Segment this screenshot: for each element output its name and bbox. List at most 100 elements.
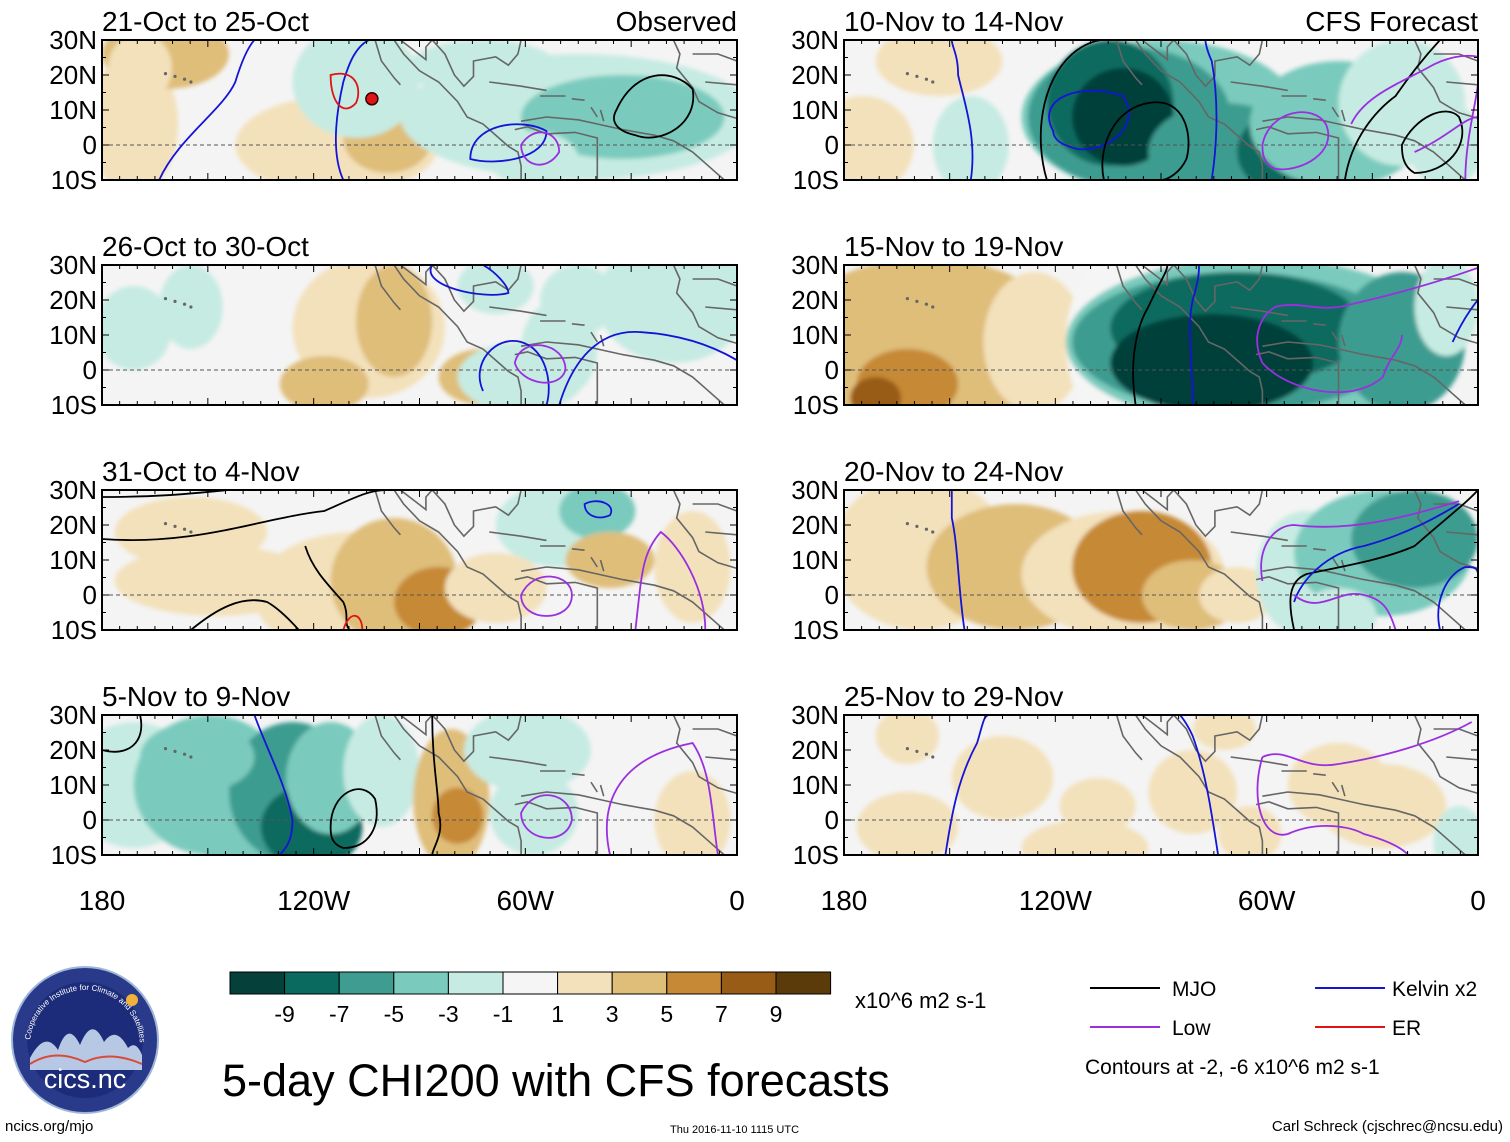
mjo-contour: [1039, 40, 1104, 180]
colorbar-swatch: [284, 971, 340, 995]
panel-title: 15-Nov to 19-Nov: [844, 231, 1063, 262]
anomaly-patch: [343, 715, 420, 827]
legend-low-label: Low: [1172, 1017, 1211, 1040]
anomaly-patch: [951, 736, 1054, 820]
anomaly-patch: [356, 265, 433, 377]
legend-er-label: ER: [1392, 1017, 1421, 1040]
colorbar-label: -1: [493, 1001, 513, 1027]
mjo-contour: [1101, 101, 1190, 180]
anomaly-patch: [1148, 750, 1238, 834]
panel-source-label: Observed: [616, 6, 737, 37]
y-tick-label: 10S: [51, 840, 97, 870]
y-tick-label: 30N: [791, 700, 839, 730]
low-contour: [520, 794, 573, 839]
y-tick-label: 30N: [791, 475, 839, 505]
panel-title: 25-Nov to 29-Nov: [844, 681, 1063, 712]
low-contour: [1256, 756, 1409, 855]
mjo-contour: [1132, 265, 1169, 405]
mjo-contour: [102, 490, 388, 541]
y-tick-label: 20N: [791, 285, 839, 315]
colorbar-label: 3: [606, 1001, 619, 1027]
kelvin-contour: [1189, 265, 1200, 405]
anomaly-patch: [521, 75, 725, 159]
anomaly-patch: [597, 265, 737, 363]
anomaly-patch: [1433, 806, 1478, 855]
y-tick-label: 0: [825, 580, 839, 610]
anomaly-patch: [1072, 68, 1174, 166]
y-tick-label: 20N: [49, 510, 97, 540]
kelvin-contour: [583, 500, 613, 519]
colorbar-swatch: [502, 971, 559, 995]
y-tick-label: 20N: [49, 735, 97, 765]
anomaly-patch: [1218, 806, 1282, 855]
coastlines: [905, 40, 1478, 180]
coastlines: [163, 715, 737, 855]
anomaly-patch: [565, 532, 655, 588]
low-contour: [1262, 721, 1473, 767]
y-tick-label: 10S: [793, 840, 839, 870]
kelvin-contour: [1437, 566, 1478, 630]
colorbar-swatch: [666, 971, 722, 995]
colorbar-swatch: [447, 971, 504, 995]
anomaly-patch: [654, 511, 731, 623]
y-tick-label: 30N: [49, 475, 97, 505]
cics-logo: Cooperative Institute for Climate and Sa…: [11, 966, 159, 1114]
anomaly-patch: [463, 715, 591, 792]
colorbar-label: -7: [329, 1001, 349, 1027]
kelvin-contour: [1293, 503, 1460, 603]
low-contour: [520, 131, 561, 166]
coastlines: [163, 265, 737, 405]
coastlines: [905, 265, 1478, 405]
kelvin-contour: [1048, 89, 1130, 151]
logo-text: cics.nc: [44, 1064, 127, 1094]
low-contour: [1256, 266, 1478, 364]
y-tick-label: 10N: [791, 95, 839, 125]
mjo-contour: [329, 788, 378, 849]
low-contour: [513, 344, 567, 384]
anomaly-patch: [654, 771, 731, 855]
anomaly-patch: [108, 40, 172, 103]
legend-kelvin-label: Kelvin x2: [1392, 978, 1477, 1001]
panel-source-label: CFS Forecast: [1305, 6, 1478, 37]
colorbar-label: -9: [274, 1001, 294, 1027]
colorbar-swatch: [720, 971, 777, 995]
anomaly-patch: [489, 771, 579, 855]
low-contour: [1293, 592, 1397, 630]
y-tick-label: 20N: [791, 735, 839, 765]
anomaly-patch: [1414, 265, 1478, 356]
y-tick-label: 10N: [49, 320, 97, 350]
low-contour: [606, 741, 719, 855]
anomaly-patch: [850, 377, 902, 405]
y-tick-label: 10N: [791, 545, 839, 575]
kelvin-contour: [253, 715, 294, 855]
panel-title: 5-Nov to 9-Nov: [102, 681, 290, 712]
anomaly-patch: [983, 272, 1085, 405]
kelvin-contour: [335, 40, 370, 180]
footer-author: Carl Schreck (cjschrec@ncsu.edu): [1272, 1118, 1503, 1135]
anomaly-patch: [1351, 490, 1478, 588]
y-tick-label: 10N: [791, 320, 839, 350]
y-tick-label: 30N: [49, 700, 97, 730]
anomaly-patch: [279, 356, 369, 405]
panel-title: 21-Oct to 25-Oct: [102, 6, 309, 37]
colorbar-swatch: [557, 971, 613, 995]
contours-note: Contours at -2, -6 x10^6 m2 s-1: [1085, 1056, 1380, 1079]
y-tick-label: 0: [83, 130, 97, 160]
colorbar-units: x10^6 m2 s-1: [855, 988, 986, 1013]
anomaly-patch: [559, 490, 636, 539]
y-tick-label: 10N: [49, 545, 97, 575]
x-tick-label: 0: [1470, 885, 1486, 916]
colorbar-label: 7: [715, 1001, 728, 1027]
colorbar-label: 5: [660, 1001, 673, 1027]
y-tick-label: 10N: [49, 770, 97, 800]
y-tick-label: 10S: [793, 165, 839, 195]
footer-url: ncics.org/mjo: [5, 1118, 93, 1135]
anomaly-patch: [540, 265, 617, 335]
y-tick-label: 20N: [49, 60, 97, 90]
x-tick-label: 180: [821, 885, 868, 916]
kelvin-contour: [1179, 715, 1219, 855]
anomaly-patch: [457, 265, 534, 314]
